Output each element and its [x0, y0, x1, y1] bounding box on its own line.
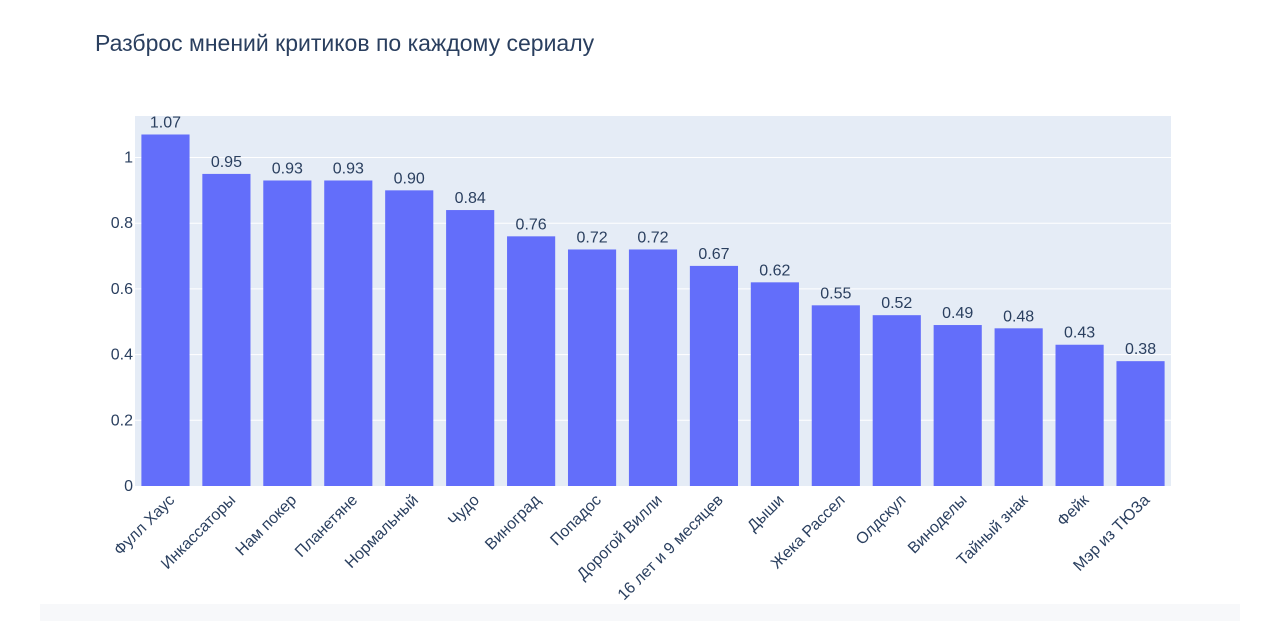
bar[interactable] — [933, 325, 982, 486]
x-tick-label: 16 лет и 9 месяцев — [615, 492, 727, 604]
x-tick-label: Попадос — [547, 492, 604, 549]
x-tick-label: Фулл Хаус — [111, 492, 178, 559]
data-label: 0.62 — [759, 262, 790, 279]
bar[interactable] — [994, 328, 1043, 486]
chart-title: Разброс мнений критиков по каждому сериа… — [95, 30, 595, 56]
data-label: 0.52 — [881, 295, 912, 312]
data-labels: 1.07 0.95 0.93 0.93 0.90 0.84 0.76 0.72 0.72 0.67… — [150, 114, 1156, 358]
y-tick-label: 1 — [124, 149, 133, 166]
x-tick-label: Виноделы — [905, 492, 970, 557]
data-label: 0.93 — [333, 160, 364, 177]
bar[interactable] — [202, 173, 251, 486]
bar[interactable] — [1116, 361, 1165, 486]
bar[interactable] — [567, 249, 617, 486]
data-label: 0.76 — [516, 216, 547, 233]
x-tick-label: Нам покер — [233, 492, 301, 560]
data-label: 0.90 — [394, 170, 425, 187]
data-label: 0.93 — [272, 160, 303, 177]
bar[interactable] — [324, 180, 373, 486]
bar[interactable] — [446, 210, 495, 487]
bar[interactable] — [1055, 344, 1104, 486]
x-tick-label: Виноград — [482, 491, 544, 553]
y-tick-label: 0.2 — [111, 412, 133, 429]
data-label: 0.72 — [576, 229, 607, 246]
x-tick-label: Фейк — [1054, 491, 1093, 530]
bar[interactable] — [385, 190, 434, 486]
footer-strip — [40, 604, 1240, 621]
data-label: 1.07 — [150, 114, 181, 131]
bar[interactable] — [141, 134, 190, 487]
x-tick-label: Дыши — [744, 492, 787, 535]
data-label: 0.55 — [820, 285, 851, 302]
data-label: 0.38 — [1125, 341, 1156, 358]
data-label: 0.49 — [942, 305, 973, 322]
bar[interactable] — [507, 236, 556, 486]
bar[interactable] — [263, 180, 312, 486]
y-tick-label: 0.6 — [111, 281, 133, 298]
y-tick-label: 0.8 — [111, 215, 133, 232]
y-tick-label: 0 — [124, 478, 133, 495]
data-label: 0.48 — [1003, 308, 1034, 325]
bars — [141, 134, 1165, 487]
bar[interactable] — [872, 315, 921, 486]
bar[interactable] — [750, 282, 799, 486]
y-axis-ticks: 0 0.2 0.4 0.6 0.8 1 — [111, 149, 133, 495]
bar[interactable] — [628, 249, 678, 486]
x-tick-label: Олдскул — [853, 492, 910, 549]
data-label: 0.67 — [698, 246, 729, 263]
data-label: 0.84 — [455, 190, 486, 207]
bar[interactable] — [811, 305, 860, 486]
data-label: 0.43 — [1064, 325, 1095, 342]
x-tick-label: Чудо — [445, 492, 483, 530]
bar[interactable] — [689, 265, 739, 486]
y-tick-label: 0.4 — [111, 347, 133, 364]
data-label: 0.72 — [637, 229, 668, 246]
data-label: 0.95 — [211, 154, 242, 171]
